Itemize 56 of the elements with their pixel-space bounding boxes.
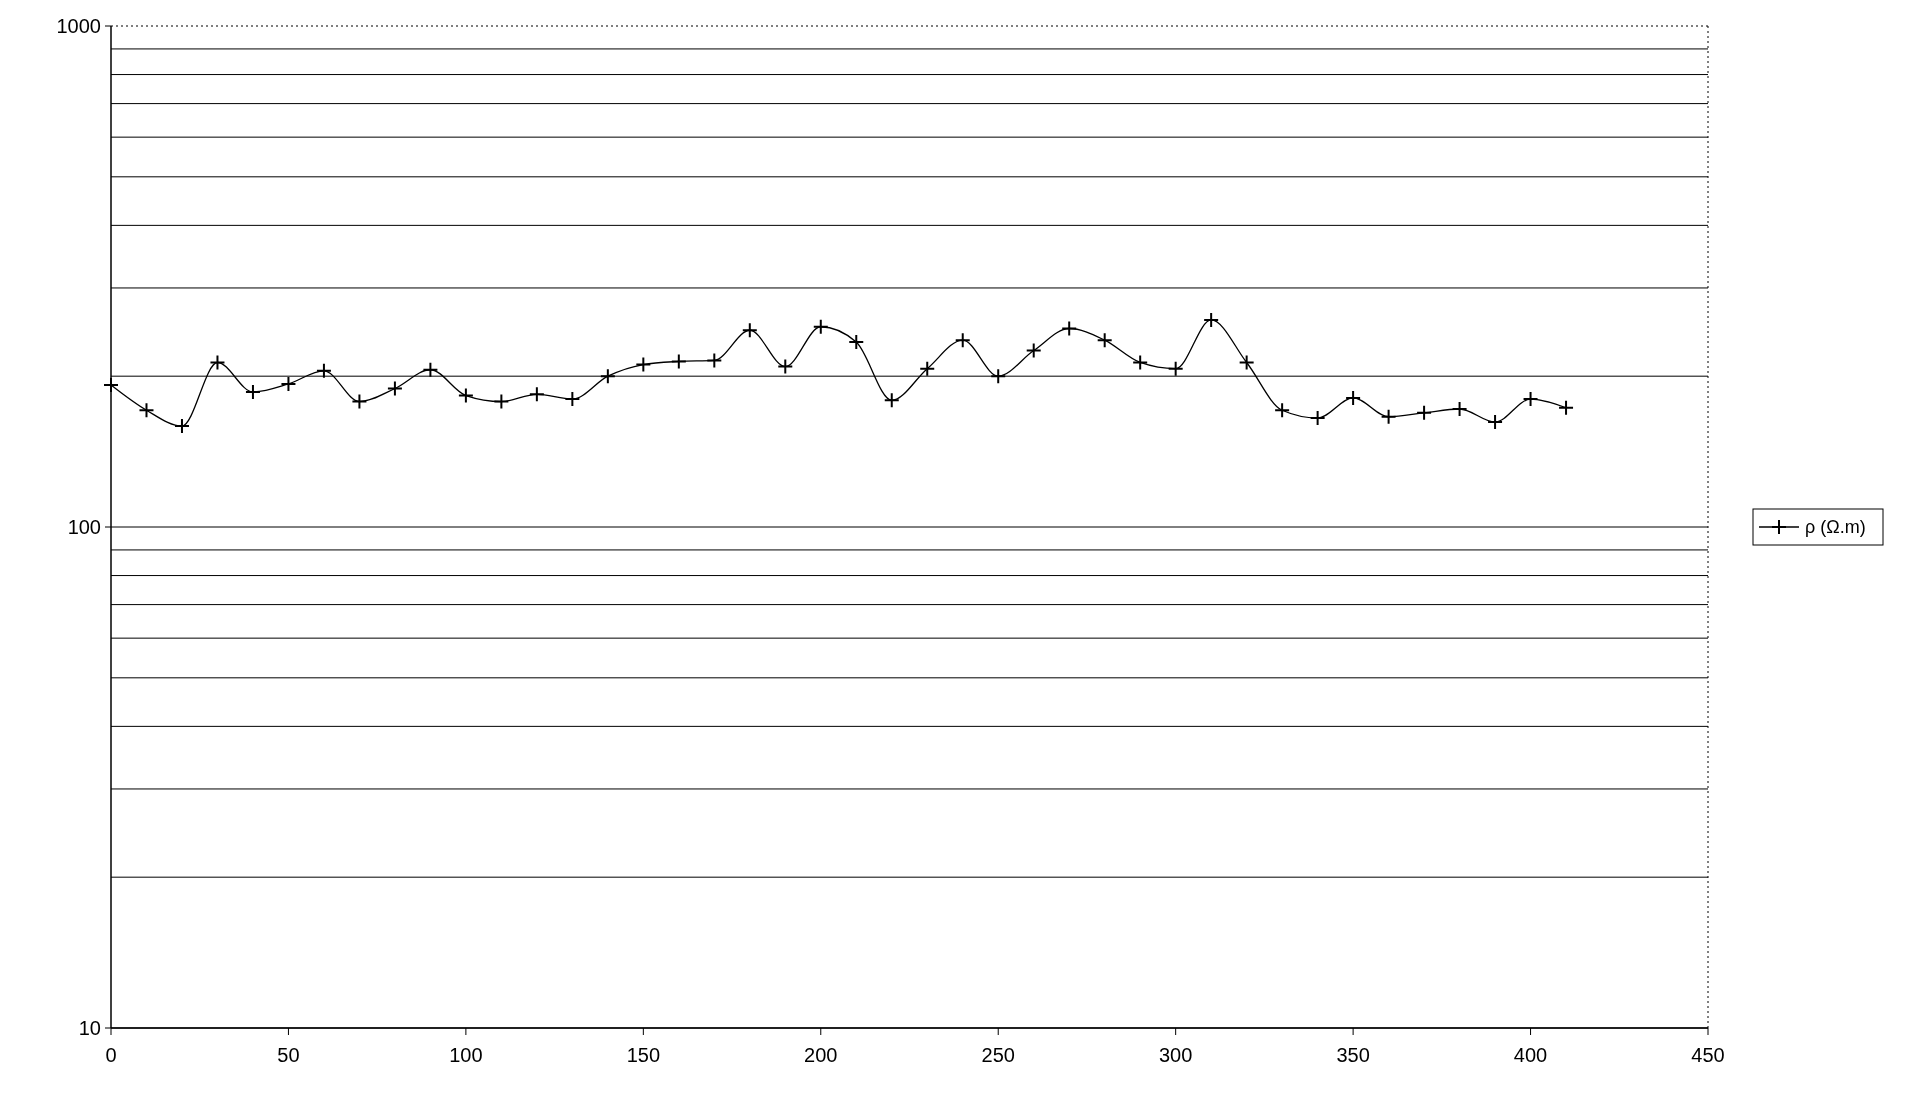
- point: [1416, 404, 1433, 421]
- point: [103, 377, 119, 394]
- point: [138, 402, 155, 419]
- point: [1380, 408, 1397, 425]
- x-tick-label: 400: [1513, 1044, 1548, 1066]
- point: [280, 375, 297, 392]
- point: [990, 368, 1007, 385]
- point: [954, 332, 971, 349]
- y-tick-label: 10: [78, 1017, 101, 1039]
- y-tick-label: 100: [67, 516, 101, 538]
- point: [351, 393, 368, 410]
- point: [1132, 354, 1149, 371]
- x-tick-label: 250: [981, 1044, 1015, 1066]
- y-tick-label: 1000: [56, 15, 101, 37]
- point: [1345, 389, 1362, 406]
- point: [1203, 311, 1220, 328]
- point: [919, 360, 936, 377]
- x-tick-label: 450: [1691, 1044, 1725, 1066]
- point: [1487, 414, 1504, 431]
- point: [1274, 402, 1291, 419]
- x-tick-label: 0: [105, 1044, 117, 1066]
- point: [244, 383, 261, 400]
- point: [1451, 401, 1468, 417]
- x-tick-label: 100: [449, 1044, 483, 1066]
- x-tick-label: 200: [804, 1044, 838, 1066]
- x-tick-label: 350: [1336, 1044, 1370, 1066]
- point: [883, 392, 900, 409]
- point: [457, 387, 474, 404]
- point: [1061, 320, 1078, 337]
- x-tick-label: 300: [1158, 1044, 1193, 1066]
- point: [1096, 332, 1113, 349]
- point: [209, 354, 226, 371]
- x-tick-label: 150: [626, 1044, 661, 1066]
- point: [422, 361, 439, 378]
- point: [1025, 342, 1042, 359]
- point: [741, 322, 758, 339]
- point: [1167, 360, 1184, 377]
- point: [670, 353, 687, 370]
- point: [635, 356, 652, 373]
- x-tick-label: 50: [277, 1044, 300, 1066]
- point: [706, 352, 723, 369]
- point: [315, 362, 332, 379]
- point: [1309, 410, 1326, 427]
- point: [1238, 354, 1255, 371]
- point: [777, 358, 794, 375]
- point: [812, 318, 829, 335]
- point: [386, 380, 403, 397]
- point: [173, 418, 190, 435]
- point: [848, 334, 865, 351]
- point: [1522, 391, 1539, 408]
- point: [493, 393, 510, 410]
- point: [1558, 399, 1575, 416]
- point: [528, 386, 545, 403]
- point: [599, 368, 616, 385]
- legend-label: ρ (Ω.m): [1805, 517, 1866, 538]
- point: [564, 391, 581, 408]
